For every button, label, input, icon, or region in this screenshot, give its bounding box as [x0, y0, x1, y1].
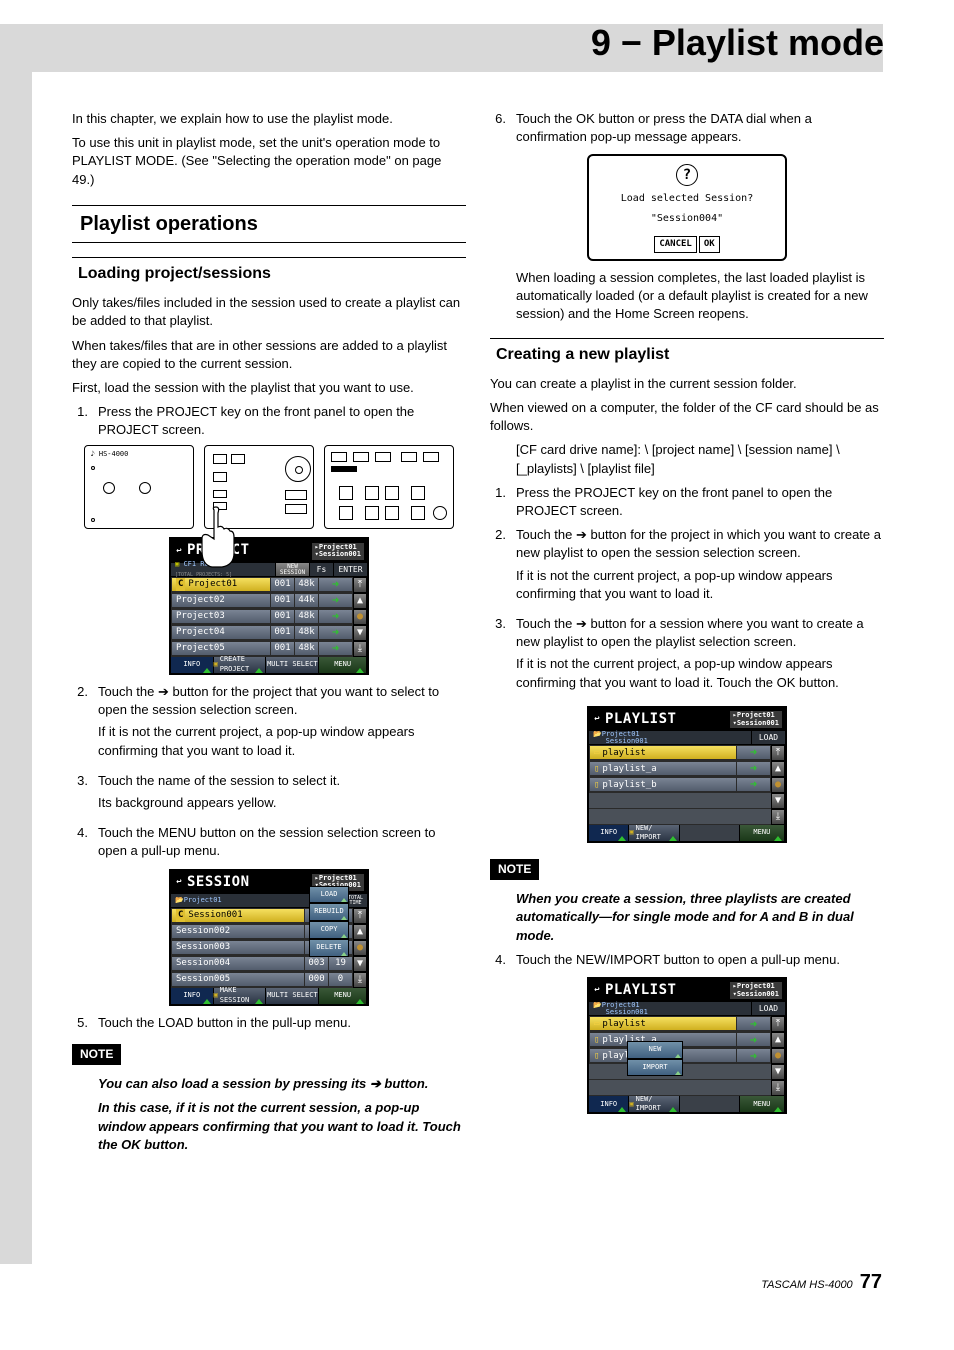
content-columns: In this chapter, we explain how to use t… [72, 104, 884, 1160]
create-project-button[interactable]: ▣CREATE PROJECT [214, 657, 267, 673]
step-num: 1. [72, 403, 88, 439]
after-load-p: When loading a session completes, the la… [516, 269, 884, 324]
device-illustration: 𝅘𝅥𝅮 HS-4000 [84, 445, 454, 529]
creating-p1: You can create a playlist in the current… [490, 375, 884, 393]
menu-item[interactable]: LOAD [309, 886, 349, 904]
cancel-button[interactable]: CANCEL [654, 236, 697, 253]
menu-item[interactable]: COPY [309, 921, 349, 939]
session-screen: ↩ SESSION ▸Project01▾Session001 📂Project… [169, 869, 369, 1007]
info-button[interactable]: INFO [171, 657, 214, 673]
step-4: 4. Touch the MENU button on the session … [72, 824, 466, 860]
scrollbar[interactable]: ⤒▲●▼⤓ [353, 908, 367, 988]
left-column: In this chapter, we explain how to use t… [72, 104, 466, 1160]
menu-item[interactable]: NEW [627, 1041, 683, 1059]
multi-select-button[interactable]: MULTI SELECT [266, 657, 319, 673]
step-1: 1. Press the PROJECT key on the front pa… [72, 403, 466, 439]
note-label: NOTE [490, 859, 539, 880]
back-icon: ↩ [174, 546, 184, 556]
menu-item[interactable]: REBUILD [309, 903, 349, 921]
creating-note: When you create a session, three playlis… [516, 890, 884, 945]
right-column: 6. Touch the OK button or press the DATA… [490, 104, 884, 1160]
intro-p1: In this chapter, we explain how to use t… [72, 110, 466, 128]
page-number: 77 [860, 1271, 882, 1293]
step-2: 2. Touch the ➔ button for the project th… [72, 683, 466, 766]
menu-item[interactable]: DELETE [309, 939, 349, 957]
note-label: NOTE [72, 1044, 121, 1065]
loading-p1: Only takes/files included in the session… [72, 294, 466, 330]
footer-model: TASCAM HS-4000 [761, 1279, 853, 1291]
playlist-screen-1: ↩ PLAYLIST ▸Project01▾Session001 📂Projec… [587, 706, 787, 844]
h2-creating: Creating a new playlist [490, 338, 884, 369]
dialog-line1: Load selected Session? [593, 192, 781, 206]
session-pullup-menu[interactable]: LOADREBUILDCOPYDELETE [309, 886, 349, 957]
h1-playlist-operations: Playlist operations [72, 205, 466, 243]
confirm-dialog: ? Load selected Session? "Session004" CA… [587, 154, 787, 261]
side-gray-bar [0, 24, 32, 1264]
note-1a: You can also load a session by pressing … [98, 1075, 466, 1093]
step-6: 6. Touch the OK button or press the DATA… [490, 110, 884, 146]
creating-path: [CF card drive name]: \ [project name] \… [516, 441, 884, 477]
new-import-menu[interactable]: NEWIMPORT [627, 1041, 683, 1077]
back-icon: ↩ [174, 877, 184, 887]
device-lcd-left: 𝅘𝅥𝅮 HS-4000 [84, 445, 194, 529]
ok-button[interactable]: OK [699, 236, 720, 253]
step-3: 3. Touch the name of the session to sele… [72, 772, 466, 818]
table-row[interactable]: Project0400148k➜ [171, 625, 353, 641]
scrollbar[interactable]: ⤒▲●▼⤓ [353, 577, 367, 657]
loading-p2: When takes/files that are in other sessi… [72, 337, 466, 373]
h2-loading: Loading project/sessions [72, 257, 466, 288]
device-model-label: 𝅘𝅥𝅮 HS-4000 [91, 450, 128, 460]
note-1b: In this case, if it is not the current s… [98, 1099, 466, 1154]
device-right-panel [324, 445, 454, 529]
creating-p2: When viewed on a computer, the folder of… [490, 399, 884, 435]
table-row[interactable]: Project0300148k➜ [171, 609, 353, 625]
table-row[interactable]: ▭playlist➜ [589, 745, 771, 761]
table-row[interactable]: ▯playlist_a➜ [589, 761, 771, 777]
chapter-title: 9 − Playlist mode [591, 18, 884, 68]
dialog-line2: "Session004" [593, 212, 781, 226]
project-sub: ▸Project01▾Session001 [312, 543, 364, 560]
playlist-screen-2: ↩ PLAYLIST ▸Project01▾Session001 📂Projec… [587, 977, 787, 1115]
question-icon: ? [676, 164, 698, 186]
intro-p2: To use this unit in playlist mode, set t… [72, 134, 466, 189]
table-row[interactable]: Session00400319 [171, 956, 353, 972]
table-row[interactable]: CProject0100148k➜ [171, 577, 353, 593]
project-rows: CProject0100148k➜Project0200144k➜Project… [171, 577, 353, 657]
table-row[interactable]: Project0200144k➜ [171, 593, 353, 609]
menu-button[interactable]: MENU [319, 657, 367, 673]
menu-item[interactable]: IMPORT [627, 1059, 683, 1077]
loading-p3: First, load the session with the playlis… [72, 379, 466, 397]
table-row[interactable]: ▭playlist➜ [589, 1016, 771, 1032]
hand-icon [194, 505, 244, 575]
step-body: Press the PROJECT key on the front panel… [98, 403, 466, 439]
table-row[interactable]: ▯playlist_b➜ [589, 777, 771, 793]
page-footer: TASCAM HS-4000 77 [761, 1268, 882, 1296]
step-5: 5. Touch the LOAD button in the pull-up … [72, 1014, 466, 1032]
